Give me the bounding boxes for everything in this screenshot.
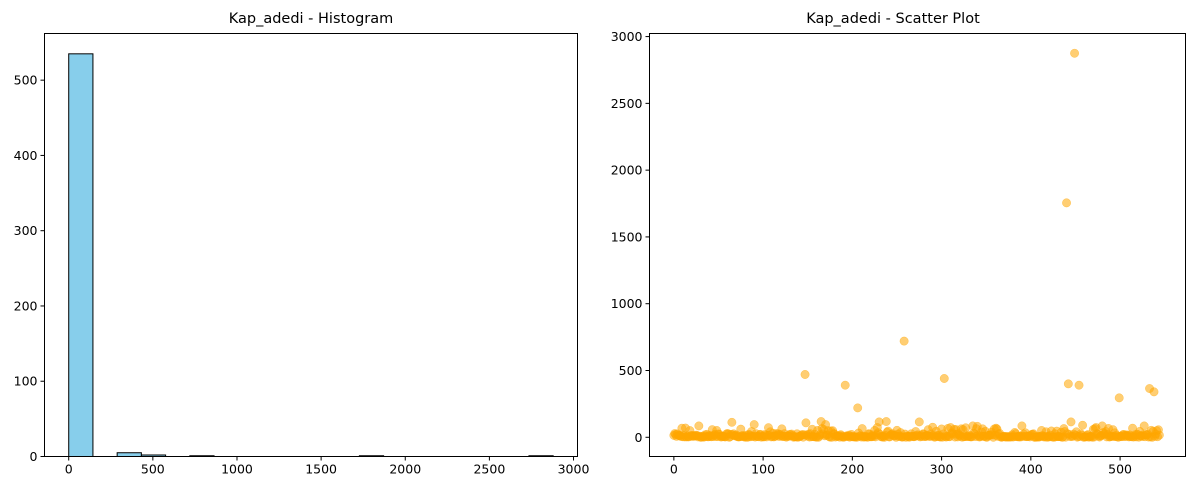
scatter-point <box>899 336 909 346</box>
histogram-panel: Kap_adedi - Histogram 0 500 1000 1500 2000 25… <box>14 11 590 477</box>
histogram-y-tick-label: 100 <box>14 374 38 389</box>
scatter-point <box>1097 421 1107 431</box>
scatter-point <box>1066 417 1076 427</box>
scatter-x-tick-label: 100 <box>751 462 775 477</box>
scatter-y-tick-label: 500 <box>619 363 643 378</box>
scatter-point <box>800 370 810 379</box>
scatter-point <box>972 421 982 431</box>
histogram-title: Kap_adedi - Histogram <box>229 11 394 27</box>
histogram-x-tick-label: 1500 <box>305 462 337 477</box>
scatter-point <box>1078 420 1088 430</box>
scatter-point <box>1063 379 1073 389</box>
scatter-point <box>1149 387 1159 397</box>
scatter-point <box>939 374 949 383</box>
scatter-panel: Kap_adedi - Scatter Plot 0 100 200 300 400 50… <box>611 11 1186 477</box>
scatter-point <box>1017 421 1027 431</box>
histogram-x-tick-label: 2500 <box>473 462 505 477</box>
histogram-x-tick-label: 500 <box>141 462 165 477</box>
scatter-y-tick-label: 1000 <box>611 296 643 311</box>
histogram-bars <box>68 53 554 458</box>
scatter-point <box>801 418 811 428</box>
histogram-y-tick-label: 200 <box>14 298 38 313</box>
scatter-point <box>1062 198 1071 208</box>
scatter-points <box>669 48 1164 442</box>
histogram-bar <box>68 53 94 458</box>
histogram-bar <box>116 452 142 458</box>
scatter-point <box>1114 393 1124 403</box>
scatter-point <box>749 420 759 430</box>
scatter-point <box>853 403 863 413</box>
histogram-x-tick-label: 1000 <box>221 462 253 477</box>
scatter-axes-frame <box>649 33 1186 457</box>
scatter-x-tick-label: 0 <box>670 462 678 477</box>
scatter-point <box>1070 48 1080 58</box>
scatter-title: Kap_adedi - Scatter Plot <box>806 11 980 27</box>
scatter-y-tick-label: 2500 <box>611 96 643 111</box>
scatter-x-tick-label: 200 <box>840 462 864 477</box>
scatter-x-ticks: 0 100 200 300 400 500 <box>670 456 1132 477</box>
scatter-y-tick-label: 0 <box>635 430 643 445</box>
histogram-y-tick-label: 0 <box>30 449 38 464</box>
histogram-y-tick-label: 400 <box>14 148 38 163</box>
scatter-x-tick-label: 400 <box>1019 462 1043 477</box>
histogram-y-tick-label: 500 <box>14 73 38 88</box>
histogram-axes-frame <box>44 33 578 457</box>
scatter-point <box>821 420 831 430</box>
scatter-point <box>1074 380 1084 390</box>
scatter-point <box>727 417 737 427</box>
scatter-y-tick-label: 2000 <box>611 163 643 178</box>
scatter-point <box>914 417 924 427</box>
scatter-point <box>694 421 704 431</box>
scatter-y-ticks: 0 500 1000 1500 2000 2500 3000 <box>611 29 650 445</box>
histogram-x-tick-label: 2000 <box>389 462 421 477</box>
scatter-point <box>1139 421 1149 431</box>
scatter-y-tick-label: 1500 <box>611 229 643 244</box>
histogram-x-ticks: 0 500 1000 1500 2000 2500 3000 <box>65 456 590 477</box>
scatter-x-tick-label: 300 <box>930 462 954 477</box>
scatter-y-tick-label: 3000 <box>611 29 643 44</box>
scatter-point <box>840 380 850 390</box>
histogram-y-tick-label: 300 <box>14 223 38 238</box>
scatter-point <box>1154 430 1164 440</box>
histogram-y-ticks: 0 100 200 300 400 500 <box>14 73 45 464</box>
scatter-point <box>881 417 891 426</box>
scatter-x-tick-label: 500 <box>1108 462 1132 477</box>
histogram-x-tick-label: 3000 <box>558 462 590 477</box>
histogram-x-tick-label: 0 <box>65 462 73 477</box>
